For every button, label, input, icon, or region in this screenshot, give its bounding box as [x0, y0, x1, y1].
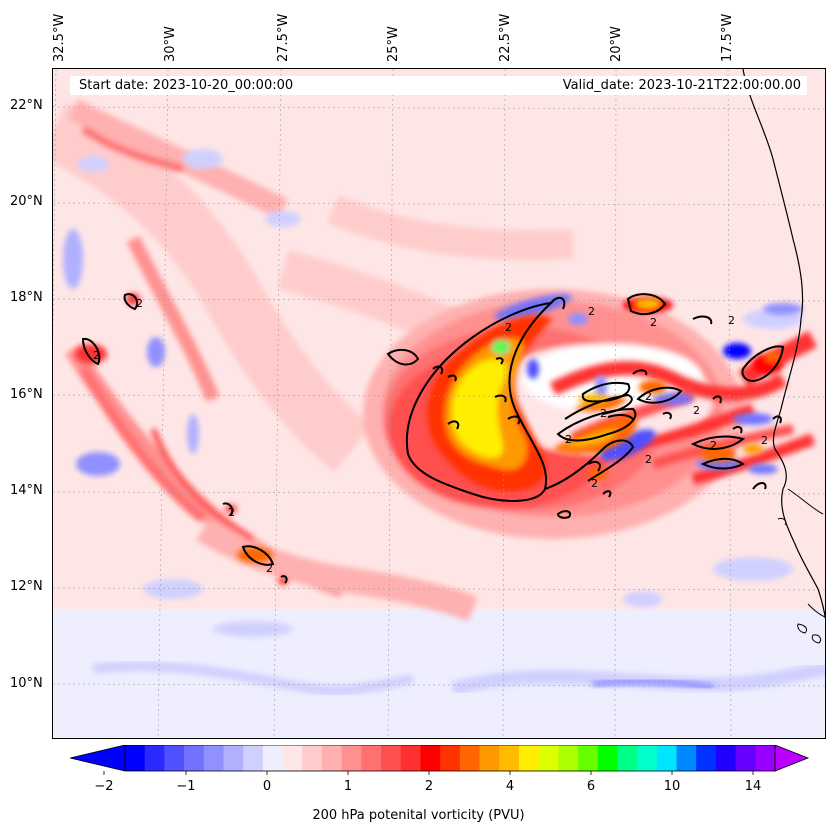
colorbar-segment — [755, 745, 776, 771]
colorbar-segment — [637, 745, 658, 771]
colorbar-segment — [321, 745, 343, 771]
colorbar-segment — [696, 745, 717, 771]
colorbar-segment — [459, 745, 481, 771]
vortex-ring — [363, 289, 743, 539]
colorbar-segment — [538, 745, 559, 771]
colorbar-segment — [164, 745, 185, 771]
contour-label: 2 — [505, 321, 512, 334]
colorbar-segment — [223, 745, 244, 771]
colorbar-segment — [381, 745, 402, 771]
colorbar-tick: 1 — [343, 779, 353, 794]
colorbar-segment — [499, 745, 520, 771]
colorbar-segment — [479, 745, 500, 771]
colorbar-segment — [676, 745, 697, 771]
lon-label-30w: 30°W — [163, 26, 178, 62]
colorbar-segment — [341, 745, 362, 771]
colorbar-segment — [518, 745, 540, 771]
contour-label: 2 — [136, 297, 143, 310]
contour-label: 2 — [565, 433, 572, 446]
colorbar-under-arrow — [70, 745, 126, 772]
contour-label: 2 — [761, 434, 768, 447]
lat-label-16n: 16°N — [10, 387, 43, 402]
contour-label: 2 — [728, 314, 735, 327]
contour-label: 2 — [588, 305, 595, 318]
colorbar-tick: −2 — [94, 779, 114, 794]
contour-label: 2 — [93, 349, 100, 362]
colorbar-segment — [282, 745, 303, 771]
colorbar-tick: 4 — [505, 779, 515, 794]
colorbar-segment — [262, 745, 284, 771]
colorbar-segment — [617, 745, 638, 771]
colorbar-tick: 2 — [424, 779, 434, 794]
contour-label: 2 — [650, 316, 657, 329]
colorbar-segment — [125, 745, 146, 771]
lon-label-20w: 20°W — [609, 26, 624, 62]
colorbar-tick: 6 — [586, 779, 596, 794]
lat-label-20n: 20°N — [10, 194, 43, 209]
colorbar — [70, 745, 810, 775]
colorbar-outline — [124, 745, 776, 772]
colorbar-segment — [420, 745, 441, 771]
info-bar — [70, 76, 807, 95]
contour-label: 2 — [600, 407, 607, 420]
lon-label-25w: 25°W — [386, 26, 401, 62]
lat-label-10n: 10°N — [10, 676, 43, 691]
colorbar-segment — [440, 745, 461, 771]
lon-label-32-5w: 32.5°W — [52, 13, 67, 62]
coastline — [742, 69, 825, 620]
colorbar-segment — [597, 745, 618, 771]
contour-label: 2 — [645, 453, 652, 466]
colorbar-segment — [184, 745, 205, 771]
colorbar-segment — [735, 745, 756, 771]
contour-label: 2 — [228, 506, 235, 519]
colorbar-segment — [203, 745, 224, 771]
colorbar-tick: −1 — [176, 779, 196, 794]
colorbar-segment — [715, 745, 737, 771]
contour-labels: 2 2 2 2 2 2 2 2 2 2 2 2 2 2 2 2 — [93, 297, 768, 575]
contour-label: 2 — [645, 390, 652, 403]
start-date-label: Start date: 2023-10-20_00:00:00 — [79, 78, 294, 93]
colorbar-segment — [656, 745, 678, 771]
colorbar-over-arrow — [774, 745, 810, 772]
lon-label-22-5w: 22.5°W — [498, 13, 513, 62]
colorbar-tick: 14 — [744, 779, 762, 794]
colorbar-segment — [243, 745, 264, 771]
pv-core — [426, 298, 783, 492]
contour-label: 2 — [266, 562, 273, 575]
pv-field-map: 2 2 2 2 2 2 2 2 2 2 2 2 2 2 2 2 — [53, 69, 825, 738]
lat-label-22n: 22°N — [10, 98, 43, 113]
colorbar-label: 200 hPa potenital vorticity (PVU) — [312, 808, 525, 823]
lat-label-14n: 14°N — [10, 483, 43, 498]
pv-2-contours — [81, 293, 785, 584]
colorbar-segment — [558, 745, 579, 771]
contour-label: 2 — [710, 439, 717, 452]
lon-label-17-5w: 17.5°W — [720, 13, 735, 62]
contour-label: 2 — [693, 404, 700, 417]
contour-label: 2 — [591, 477, 598, 490]
colorbar-segment — [144, 745, 165, 771]
colorbar-segment — [361, 745, 382, 771]
colorbar-segment — [400, 745, 421, 771]
lat-label-12n: 12°N — [10, 579, 43, 594]
colorbar-tick: 0 — [262, 779, 272, 794]
valid-date-label: Valid_date: 2023-10-21T22:00:00.00 — [562, 78, 801, 93]
map-panel: 2 2 2 2 2 2 2 2 2 2 2 2 2 2 2 2 — [52, 68, 826, 739]
colorbar-tick: 10 — [663, 779, 681, 794]
colorbar-segment — [578, 745, 599, 771]
colorbar-segment — [302, 745, 323, 771]
lon-label-27-5w: 27.5°W — [276, 13, 291, 62]
lat-label-18n: 18°N — [10, 290, 43, 305]
graticule — [53, 69, 825, 738]
